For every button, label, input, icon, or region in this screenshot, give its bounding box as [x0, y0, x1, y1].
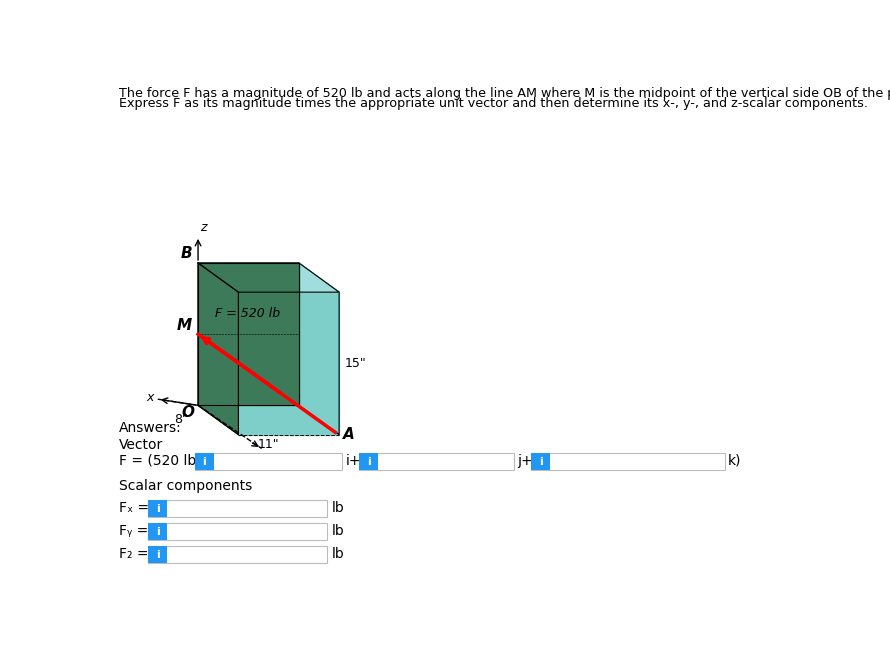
Text: Fᵧ =: Fᵧ =: [119, 524, 149, 538]
Text: O: O: [182, 405, 194, 419]
FancyBboxPatch shape: [149, 523, 327, 540]
Polygon shape: [198, 263, 239, 435]
Text: M: M: [177, 318, 192, 332]
FancyBboxPatch shape: [149, 546, 167, 563]
Text: 11": 11": [258, 438, 279, 452]
Text: i: i: [538, 456, 543, 466]
Text: z: z: [199, 220, 206, 234]
Polygon shape: [198, 263, 299, 405]
Text: j+: j+: [517, 454, 533, 468]
Text: Fₓ =: Fₓ =: [119, 500, 150, 515]
Text: lb: lb: [332, 547, 345, 561]
Text: i: i: [202, 456, 206, 466]
Text: i+: i+: [345, 454, 360, 468]
FancyBboxPatch shape: [149, 523, 167, 540]
FancyBboxPatch shape: [149, 500, 167, 517]
Text: Vector: Vector: [119, 438, 163, 452]
Polygon shape: [239, 292, 339, 435]
FancyBboxPatch shape: [360, 453, 514, 470]
Text: The force F has a magnitude of 520 lb and acts along the line AM where M is the : The force F has a magnitude of 520 lb an…: [119, 86, 890, 100]
Text: 8": 8": [174, 413, 188, 426]
FancyBboxPatch shape: [149, 500, 327, 517]
Text: y: y: [264, 452, 272, 464]
FancyBboxPatch shape: [149, 546, 327, 563]
FancyBboxPatch shape: [531, 453, 725, 470]
Text: A: A: [343, 427, 355, 442]
FancyBboxPatch shape: [531, 453, 550, 470]
Text: i: i: [156, 549, 159, 559]
Text: 15": 15": [344, 357, 367, 370]
Text: i: i: [156, 527, 159, 537]
Text: Answers:: Answers:: [119, 421, 182, 435]
Text: lb: lb: [332, 500, 345, 515]
FancyBboxPatch shape: [360, 453, 378, 470]
Polygon shape: [198, 263, 339, 292]
Text: k): k): [728, 454, 741, 468]
Text: i: i: [367, 456, 370, 466]
FancyBboxPatch shape: [195, 453, 342, 470]
Text: Express F as its magnitude times the appropriate unit vector and then determine : Express F as its magnitude times the app…: [119, 96, 868, 110]
Text: i: i: [156, 504, 159, 513]
Text: lb: lb: [332, 524, 345, 538]
Text: Scalar components: Scalar components: [119, 479, 252, 493]
Text: x: x: [147, 391, 154, 404]
Polygon shape: [299, 263, 339, 435]
Text: F = (520 lb)(: F = (520 lb)(: [119, 454, 207, 468]
FancyBboxPatch shape: [195, 453, 214, 470]
Text: B: B: [181, 247, 192, 261]
Text: F₂ =: F₂ =: [119, 547, 149, 561]
Text: F = 520 lb: F = 520 lb: [215, 308, 280, 320]
